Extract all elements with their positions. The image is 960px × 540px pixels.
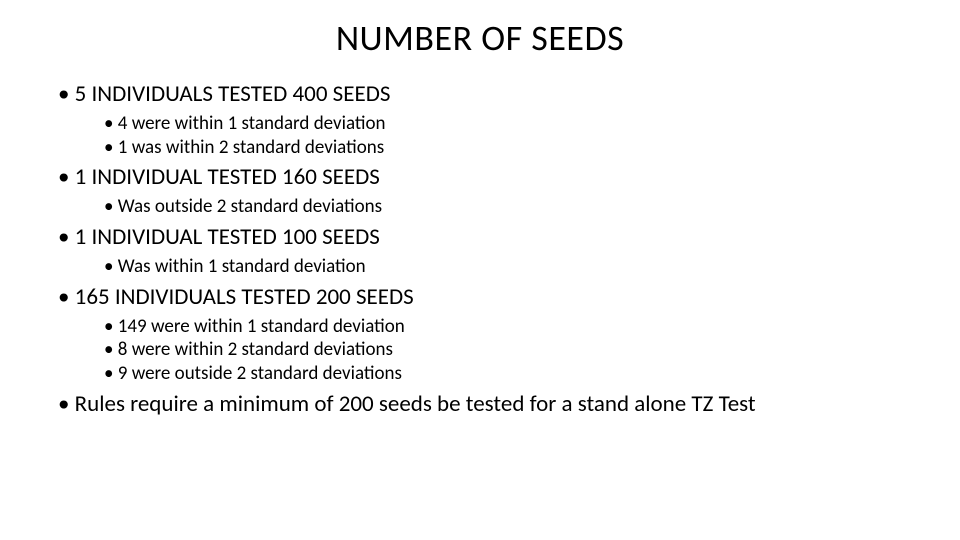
slide-title: NUMBER OF SEEDS	[40, 16, 920, 60]
list-item: 165 INDIVIDUALS TESTED 200 SEEDS	[58, 283, 920, 313]
list-item: Rules require a minimum of 200 seeds be …	[58, 390, 920, 420]
list-item: Was within 1 standard deviation	[104, 255, 920, 279]
list-item: 1 was within 2 standard deviations	[104, 136, 920, 160]
list-item: 149 were within 1 standard deviation	[104, 315, 920, 339]
sub-list: 4 were within 1 standard deviation 1 was…	[58, 112, 920, 160]
list-item: 4 were within 1 standard deviation	[104, 112, 920, 136]
list-item: 9 were outside 2 standard deviations	[104, 362, 920, 386]
bullet-list: 5 INDIVIDUALS TESTED 400 SEEDS 4 were wi…	[58, 80, 920, 420]
slide: NUMBER OF SEEDS 5 INDIVIDUALS TESTED 400…	[0, 0, 960, 540]
sub-list: Was outside 2 standard deviations	[58, 195, 920, 219]
list-item: 1 INDIVIDUAL TESTED 160 SEEDS	[58, 163, 920, 193]
list-item: 1 INDIVIDUAL TESTED 100 SEEDS	[58, 223, 920, 253]
list-item: Was outside 2 standard deviations	[104, 195, 920, 219]
sub-list: Was within 1 standard deviation	[58, 255, 920, 279]
list-item: 8 were within 2 standard deviations	[104, 338, 920, 362]
slide-content: 5 INDIVIDUALS TESTED 400 SEEDS 4 were wi…	[40, 80, 920, 420]
sub-list: 149 were within 1 standard deviation 8 w…	[58, 315, 920, 386]
list-item: 5 INDIVIDUALS TESTED 400 SEEDS	[58, 80, 920, 110]
